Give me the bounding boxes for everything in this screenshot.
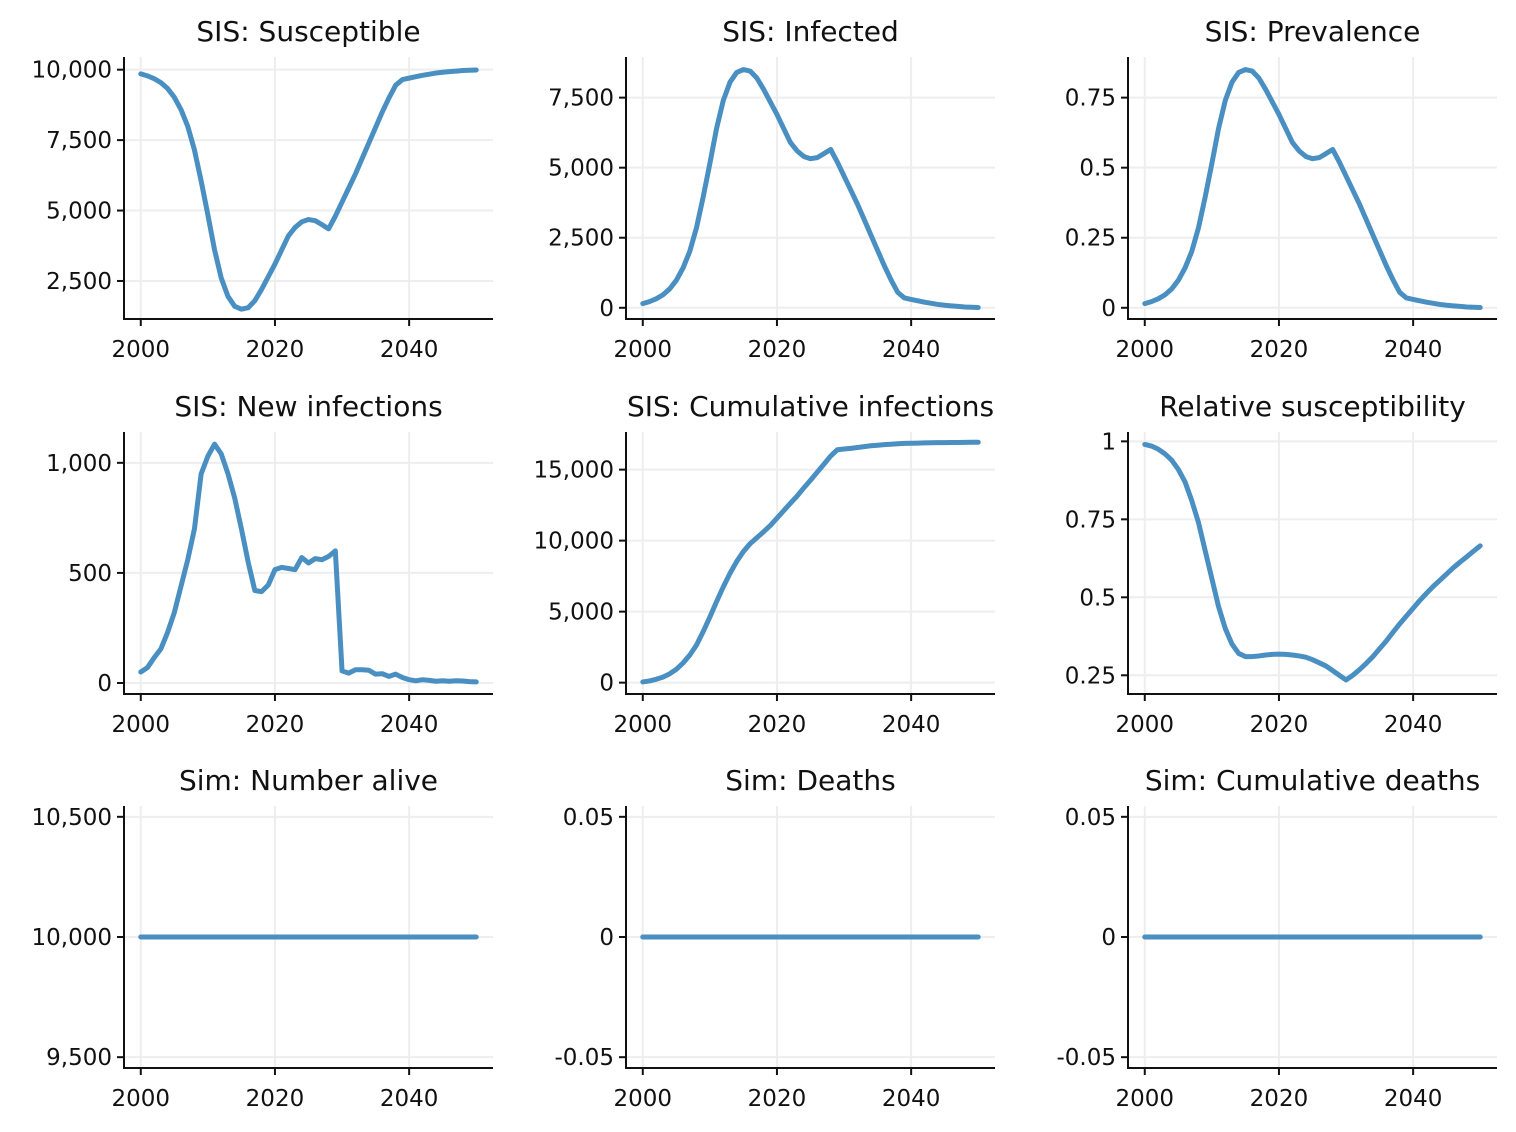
x-tick-label: 2020 — [246, 337, 305, 363]
y-tick-label: 5,000 — [548, 600, 614, 626]
x-tick-label: 2000 — [111, 712, 170, 738]
chart-title: SIS: Infected — [722, 15, 899, 48]
x-tick-label: 2020 — [1250, 1086, 1309, 1112]
chart-panel: 2000 2020 2040 -0.05 0 0.05 Sim: Cumulative de… — [1056, 764, 1497, 1112]
x-tick-label: 2020 — [246, 712, 305, 738]
series-line — [640, 439, 981, 685]
y-tick-label: -0.05 — [1056, 1045, 1116, 1071]
y-tick-label: 0.75 — [1065, 86, 1116, 112]
x-tick-label: 2040 — [1384, 337, 1443, 363]
chart-panel: 2000 2020 2040 0 0.25 0.5 0.75 SIS: Prevalence — [1065, 15, 1497, 363]
x-tick-label: 2000 — [613, 337, 672, 363]
x-tick-label: 2000 — [111, 1086, 170, 1112]
y-tick-label: 0.5 — [1079, 156, 1116, 182]
y-tick-label: 0.05 — [563, 805, 614, 831]
x-tick-label: 2040 — [1384, 1086, 1443, 1112]
y-tick-label: 0 — [599, 296, 614, 322]
x-tick-label: 2000 — [1115, 712, 1174, 738]
y-tick-label: 10,000 — [534, 529, 614, 555]
y-tick-label: 10,000 — [32, 925, 112, 951]
x-tick-label: 2040 — [380, 712, 439, 738]
chart-title: SIS: New infections — [174, 390, 442, 423]
x-tick-label: 2020 — [1250, 712, 1309, 738]
x-tick-label: 2020 — [748, 712, 807, 738]
y-tick-label: 0.05 — [1065, 805, 1116, 831]
y-tick-label: 0 — [599, 925, 614, 951]
chart-title: Sim: Cumulative deaths — [1145, 764, 1480, 797]
x-tick-label: 2020 — [748, 337, 807, 363]
y-tick-label: 2,500 — [46, 269, 112, 295]
y-tick-label: 2,500 — [548, 226, 614, 252]
y-tick-label: 0.25 — [1065, 226, 1116, 252]
x-tick-label: 2040 — [882, 1086, 941, 1112]
chart-panel: 2000 2020 2040 2,500 5,000 7,500 10,000 SIS: Su… — [32, 15, 493, 363]
chart-title: SIS: Cumulative infections — [627, 390, 994, 423]
series-line — [1142, 441, 1483, 683]
chart-title: SIS: Prevalence — [1205, 15, 1421, 48]
x-tick-label: 2040 — [380, 1086, 439, 1112]
x-tick-label: 2020 — [748, 1086, 807, 1112]
chart-panel: 2000 2020 2040 0 5,000 10,000 15,000 SIS: Cumul… — [534, 390, 995, 738]
x-tick-label: 2000 — [1115, 1086, 1174, 1112]
chart-title: SIS: Susceptible — [196, 15, 420, 48]
chart-panel: 2000 2020 2040 0.25 0.5 0.75 1 Relative suscept… — [1065, 390, 1497, 738]
y-tick-label: 0 — [1101, 296, 1116, 322]
y-tick-label: 0 — [97, 671, 112, 697]
y-tick-label: 1 — [1101, 429, 1116, 455]
x-tick-label: 2040 — [882, 712, 941, 738]
y-tick-label: 7,500 — [548, 86, 614, 112]
chart-panel: 2000 2020 2040 0 2,500 5,000 7,500 SIS: Infecte… — [548, 15, 995, 363]
series-line — [640, 67, 981, 311]
x-tick-label: 2000 — [1115, 337, 1174, 363]
y-tick-label: 10,000 — [32, 58, 112, 84]
chart-panel: 2000 2020 2040 0 500 1,000 SIS: New infections — [46, 390, 493, 738]
x-tick-label: 2000 — [613, 1086, 672, 1112]
x-tick-label: 2040 — [380, 337, 439, 363]
y-tick-label: 7,500 — [46, 128, 112, 154]
series-line — [138, 67, 479, 312]
series-line — [1142, 67, 1483, 311]
x-tick-label: 2020 — [246, 1086, 305, 1112]
y-tick-label: 15,000 — [534, 458, 614, 484]
y-tick-label: 0.75 — [1065, 507, 1116, 533]
y-tick-label: 0 — [1101, 925, 1116, 951]
y-tick-label: 5,000 — [548, 156, 614, 182]
chart-title: Sim: Deaths — [725, 764, 895, 797]
y-tick-label: 0.5 — [1079, 585, 1116, 611]
y-tick-label: 0.25 — [1065, 663, 1116, 689]
x-tick-label: 2040 — [1384, 712, 1443, 738]
y-tick-label: 1,000 — [46, 451, 112, 477]
y-tick-label: 500 — [68, 561, 112, 587]
chart-panel: 2000 2020 2040 -0.05 0 0.05 Sim: Deaths — [554, 764, 995, 1112]
y-tick-label: 0 — [599, 671, 614, 697]
chart-panel: 2000 2020 2040 9,500 10,000 10,500 Sim: Number… — [32, 764, 493, 1112]
x-tick-label: 2040 — [882, 337, 941, 363]
chart-title: Relative susceptibility — [1159, 390, 1466, 423]
y-tick-label: 5,000 — [46, 199, 112, 225]
x-tick-label: 2020 — [1250, 337, 1309, 363]
series-line — [138, 441, 479, 685]
x-tick-label: 2000 — [613, 712, 672, 738]
y-tick-label: -0.05 — [554, 1045, 614, 1071]
y-tick-label: 10,500 — [32, 805, 112, 831]
chart-title: Sim: Number alive — [179, 764, 438, 797]
y-tick-label: 9,500 — [46, 1045, 112, 1071]
x-tick-label: 2000 — [111, 337, 170, 363]
